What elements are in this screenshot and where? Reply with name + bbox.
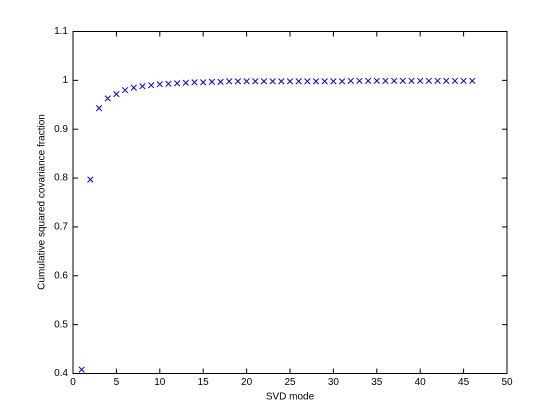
marker xyxy=(252,78,259,85)
x-axis-label: SVD mode xyxy=(266,392,315,403)
marker xyxy=(121,86,129,94)
marker xyxy=(451,77,459,84)
marker xyxy=(304,78,311,85)
marker xyxy=(165,80,172,87)
y-tick-label: 1.1 xyxy=(54,26,68,37)
y-tick-label: 0.9 xyxy=(54,124,68,135)
marker xyxy=(391,77,398,84)
y-tick-label: 0.8 xyxy=(54,173,68,184)
x-tick-label: 15 xyxy=(198,377,210,388)
x-tick-label: 25 xyxy=(284,377,296,388)
marker xyxy=(295,78,302,85)
marker xyxy=(174,80,181,87)
marker xyxy=(364,77,372,84)
marker xyxy=(278,78,285,85)
marker xyxy=(200,79,207,86)
y-tick-label: 0.7 xyxy=(54,222,68,233)
y-tick-label: 0.5 xyxy=(54,319,68,330)
marker xyxy=(208,78,216,85)
marker xyxy=(78,366,85,373)
marker xyxy=(347,77,354,84)
marker xyxy=(417,77,424,84)
marker xyxy=(425,77,433,84)
marker xyxy=(443,77,450,84)
x-tick-label: 0 xyxy=(70,377,76,388)
x-tick-label: 40 xyxy=(415,377,427,388)
marker xyxy=(460,77,467,84)
marker xyxy=(191,79,198,86)
y-tick-label: 0.4 xyxy=(54,368,68,379)
marker xyxy=(330,78,337,85)
axes-box xyxy=(72,31,508,374)
marker xyxy=(399,77,406,84)
marker xyxy=(408,77,415,84)
marker xyxy=(312,78,320,85)
y-axis-label: Cumulative squared covariance fraction xyxy=(37,114,48,290)
marker xyxy=(226,78,233,85)
marker xyxy=(130,84,137,91)
marker xyxy=(104,95,111,102)
x-tick-label: 45 xyxy=(458,377,470,388)
x-tick-label: 35 xyxy=(371,377,383,388)
marker xyxy=(217,78,224,85)
x-tick-label: 10 xyxy=(154,377,166,388)
marker xyxy=(373,77,380,84)
marker xyxy=(95,105,103,112)
marker xyxy=(469,77,476,84)
marker xyxy=(234,78,242,85)
marker xyxy=(338,78,346,85)
marker xyxy=(260,78,268,85)
marker xyxy=(243,78,250,85)
marker xyxy=(182,79,189,86)
marker xyxy=(87,176,94,183)
x-tick-label: 30 xyxy=(328,377,340,388)
y-tick-label: 0.6 xyxy=(54,270,68,281)
y-tick-label: 1 xyxy=(62,75,68,86)
marker xyxy=(356,77,363,84)
marker xyxy=(139,83,146,90)
x-tick-label: 20 xyxy=(241,377,253,388)
x-tick-label: 5 xyxy=(114,377,120,388)
marker xyxy=(269,78,276,85)
marker xyxy=(113,90,120,98)
marker xyxy=(156,81,163,88)
marker xyxy=(434,77,441,84)
marker xyxy=(286,78,294,85)
x-tick-label: 50 xyxy=(501,377,513,388)
marker xyxy=(321,78,328,85)
marker xyxy=(382,77,389,84)
marker xyxy=(147,82,155,89)
